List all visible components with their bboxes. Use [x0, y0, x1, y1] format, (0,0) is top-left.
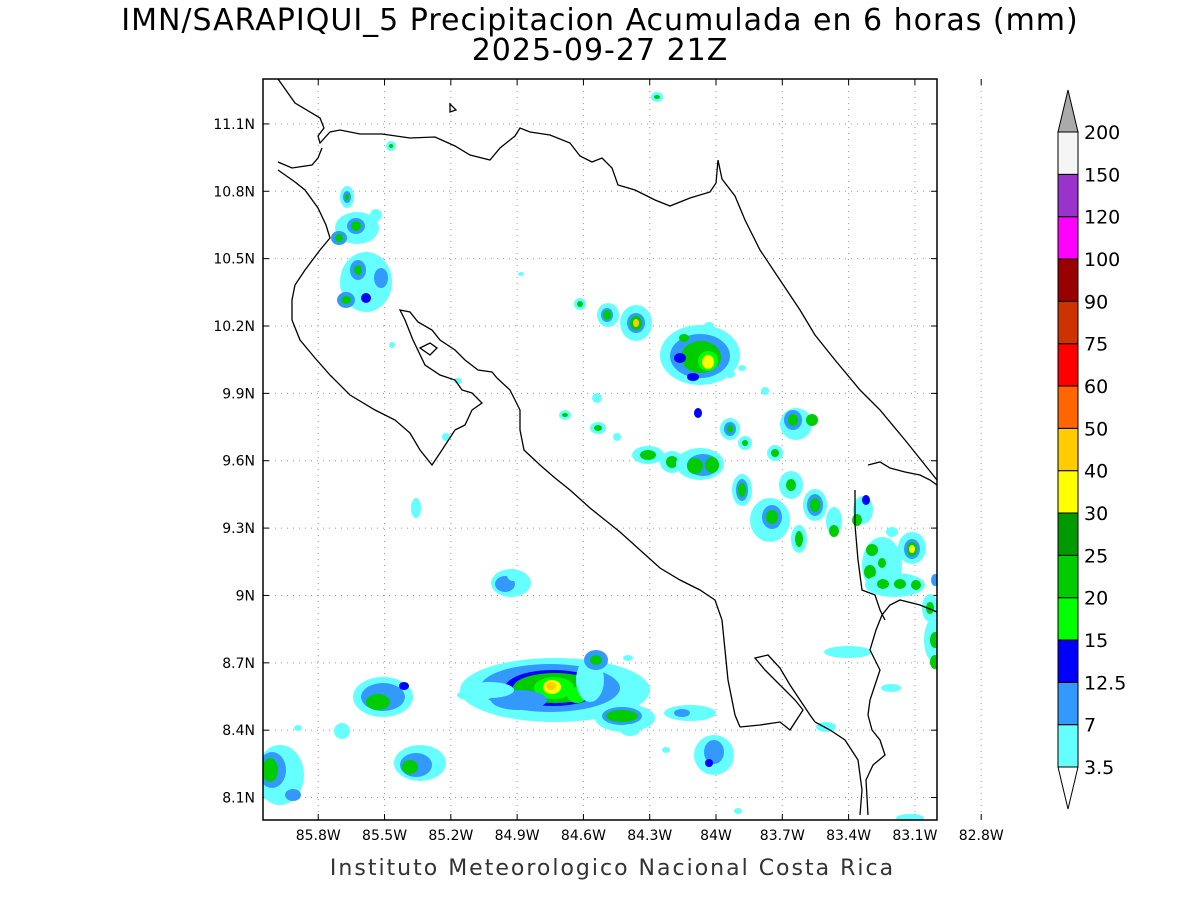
lon-tick-label: 84.3W [627, 828, 672, 844]
footer-credit: Instituto Meteorologico Nacional Costa R… [329, 856, 896, 881]
colorbar-label: 20 [1084, 588, 1108, 610]
colorbar-label: 12.5 [1084, 672, 1126, 694]
colorbar-label: 75 [1084, 334, 1108, 356]
colorbar-label: 90 [1084, 291, 1108, 313]
precip-cell-nw-2 [331, 209, 382, 245]
lat-tick-label: 9.9N [222, 386, 255, 402]
lat-tick-label: 9.6N [222, 454, 255, 470]
lat-tick-label: 9N [236, 588, 255, 604]
precip-band-pacific [263, 569, 734, 805]
precip-cell-nw-3 [337, 252, 392, 312]
colorbar-swatch [1057, 258, 1079, 302]
colorbar-swatch [1057, 427, 1079, 472]
colorbar-label: 3.5 [1084, 757, 1114, 779]
coastline [277, 79, 937, 816]
colorbar-swatch [1057, 724, 1079, 768]
colorbar-label: 25 [1084, 545, 1108, 567]
lon-tick-label: 83.7W [760, 828, 805, 844]
precip-band-southeast [734, 527, 937, 820]
lon-tick-label: 84.6W [561, 828, 606, 844]
lat-tick-label: 8.1N [222, 791, 255, 807]
lon-tick-label: 83.1W [892, 828, 937, 844]
lat-tick-label: 9.3N [222, 521, 255, 537]
lon-tick-label: 84.9W [495, 828, 540, 844]
map-title: IMN/SARAPIQUI_5 Precipitacion Acumulada … [121, 3, 1079, 38]
colorbar-upper-triangle [1057, 89, 1079, 133]
lat-tick-label: 8.4N [222, 723, 255, 739]
colorbar-legend: 3.5 7 12.5 15 20 25 30 40 50 60 75 90 100 120 150 200 [1057, 89, 1126, 810]
colorbar-label: 15 [1084, 630, 1108, 652]
lon-tick-label: 85.5W [362, 828, 407, 844]
colorbar-label: 7 [1084, 715, 1096, 737]
colorbar-label: 40 [1084, 461, 1108, 483]
colorbar-label: 50 [1084, 418, 1108, 440]
colorbar-swatch [1057, 554, 1079, 599]
colorbar-swatch [1057, 173, 1079, 218]
lon-tick-label: 84W [700, 828, 732, 844]
lat-tick-label: 10.8N [213, 184, 255, 200]
longitude-labels: 85.8W 85.5W 85.2W 84.9W 84.6W 84.3W 84W 83.7W 83… [296, 828, 1004, 844]
colorbar-label: 100 [1084, 249, 1120, 271]
lat-tick-label: 10.2N [213, 319, 255, 335]
colorbar-label: 200 [1084, 122, 1120, 144]
colorbar-lower-triangle [1057, 766, 1079, 810]
colorbar-swatch [1057, 131, 1079, 175]
lon-tick-label: 85.2W [428, 828, 473, 844]
lat-tick-label: 11.1N [213, 117, 255, 133]
colorbar-swatch [1057, 470, 1079, 514]
precip-cell-nw-1 [340, 186, 354, 208]
map-frame [262, 78, 938, 821]
colorbar-label: 30 [1084, 503, 1108, 525]
lat-tick-label: 8.7N [222, 656, 255, 672]
latitude-labels: 11.1N 10.8N 10.5N 10.2N 9.9N 9.6N 9.3N 9N 8.7N 8.… [213, 117, 255, 807]
colorbar-swatch [1057, 512, 1079, 556]
lat-tick-label: 10.5N [213, 252, 255, 268]
colorbar-label: 150 [1084, 164, 1120, 186]
colorbar-swatch [1057, 300, 1079, 345]
colorbar-swatch [1057, 639, 1079, 683]
lon-tick-label: 85.8W [296, 828, 341, 844]
colorbar-swatch [1057, 216, 1079, 260]
colorbar-label: 120 [1084, 207, 1120, 229]
map-valid-time: 2025-09-27 21Z [471, 33, 729, 68]
colorbar-swatch [1057, 597, 1079, 641]
precipitation-field [263, 92, 937, 820]
colorbar-label: 60 [1084, 376, 1108, 398]
colorbar-swatch [1057, 343, 1079, 387]
lon-tick-label: 83.4W [826, 828, 871, 844]
lon-tick-label: 82.8W [959, 828, 1004, 844]
colorbar-swatch [1057, 681, 1079, 726]
colorbar-swatch [1057, 385, 1079, 429]
precip-band-central [559, 298, 873, 553]
